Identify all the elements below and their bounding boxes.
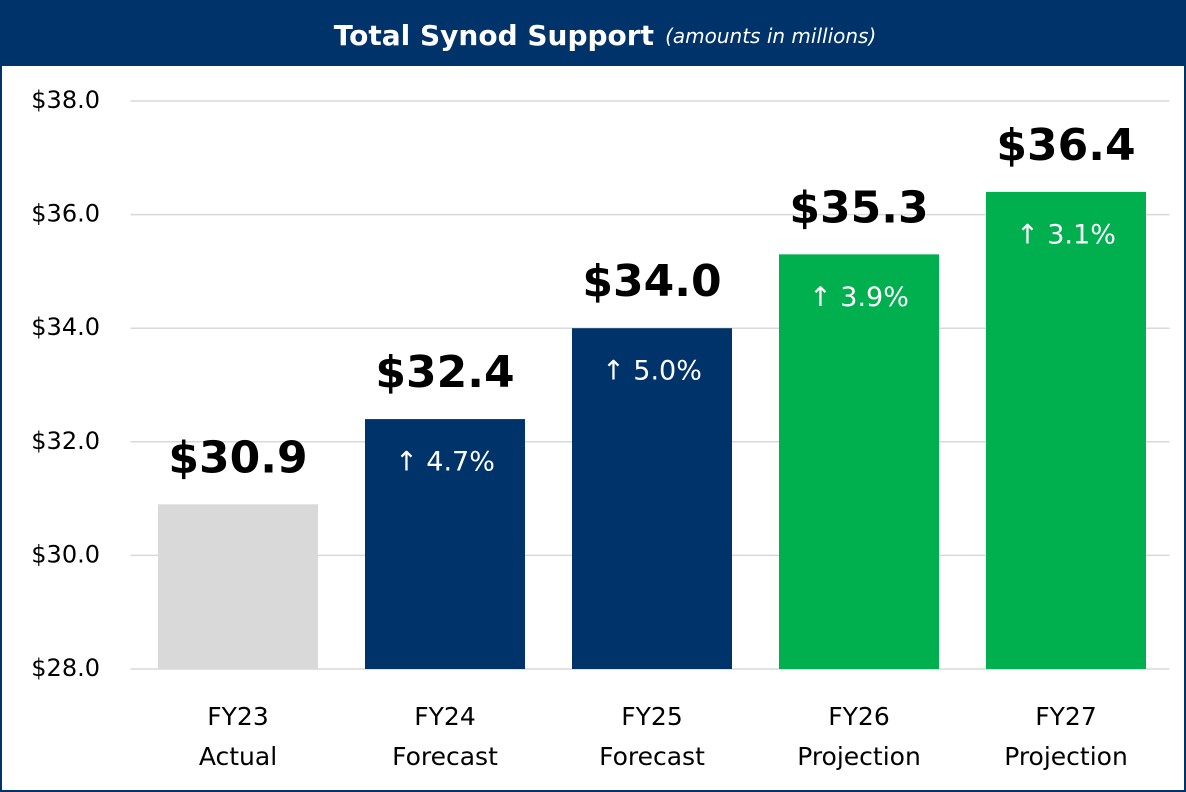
x-tick-label: Projection xyxy=(797,742,921,771)
y-tick-label: $28.0 xyxy=(31,654,100,682)
y-tick-label: $32.0 xyxy=(31,427,100,455)
bar xyxy=(985,191,1147,669)
x-tick-label: FY26 xyxy=(828,702,889,731)
x-tick-label: FY24 xyxy=(414,702,475,731)
x-tick-label: Forecast xyxy=(392,742,498,771)
y-tick-label: $38.0 xyxy=(31,86,100,114)
growth-label: ↑ 3.9% xyxy=(809,282,909,313)
bar xyxy=(364,419,526,669)
value-label: $34.0 xyxy=(582,256,721,307)
y-tick-label: $30.0 xyxy=(31,540,100,568)
x-tick-label: Forecast xyxy=(599,742,705,771)
x-tick-label: FY25 xyxy=(621,702,682,731)
x-tick-label: FY27 xyxy=(1035,702,1096,731)
header: Total Synod Support (amounts in millions… xyxy=(334,19,877,52)
growth-label: ↑ 3.1% xyxy=(1016,219,1116,250)
chart-title: Total Synod Support xyxy=(334,19,654,52)
growth-label: ↑ 5.0% xyxy=(602,356,702,387)
value-label: $35.3 xyxy=(789,182,928,233)
bar xyxy=(571,328,733,669)
growth-label: ↑ 4.7% xyxy=(395,447,495,478)
chart-subtitle: (amounts in millions) xyxy=(665,24,876,48)
x-tick-label: Actual xyxy=(199,742,277,771)
bar xyxy=(157,504,319,669)
x-tick-label: FY23 xyxy=(207,702,268,731)
y-tick-label: $36.0 xyxy=(31,200,100,228)
value-label: $36.4 xyxy=(996,120,1135,171)
bar xyxy=(778,254,940,670)
header-bar xyxy=(0,0,1186,66)
x-tick-label: Projection xyxy=(1004,742,1128,771)
value-label: $32.4 xyxy=(375,347,514,398)
y-tick-label: $34.0 xyxy=(31,313,100,341)
value-label: $30.9 xyxy=(168,432,307,483)
